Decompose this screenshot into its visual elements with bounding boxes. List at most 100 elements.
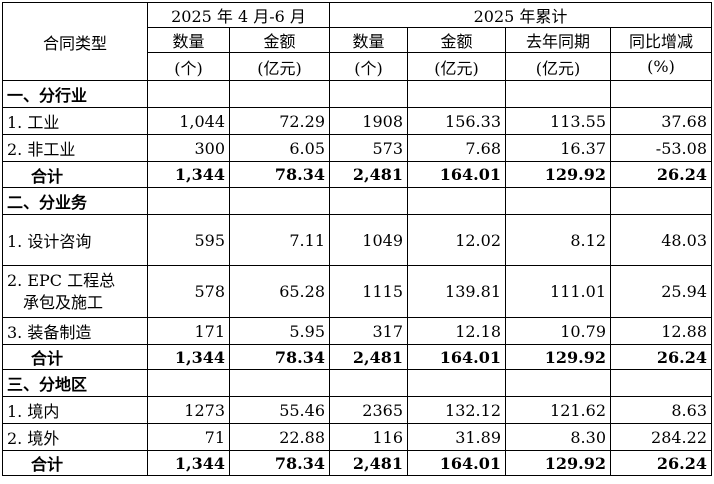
total-q2-qty: 1,344 [147,161,230,188]
header-q2-amount-unit: (亿元) [229,52,330,81]
row-label: 3. 装备制造 [2,317,148,345]
ytd-amount-cell: 31.89 [407,423,506,451]
prev-year-cell: 111.01 [505,265,611,318]
ytd-amount-cell: 139.81 [407,265,506,318]
section-title-industry: 一、分行业 [2,80,148,108]
row-label: 2. EPC 工程总 承包及施工 [2,265,148,318]
total-prev-year: 129.92 [505,161,611,188]
prev-year-cell: 8.12 [505,214,611,266]
ytd-qty-cell: 2365 [329,396,408,424]
table-row: 3. 装备制造 171 5.95 317 12.18 10.79 12.88 [2,317,712,345]
yoy-cell: 37.68 [610,107,712,135]
total-ytd-qty: 2,481 [329,344,408,370]
header-q2-qty-unit: (个) [147,52,230,81]
total-q2-amount: 78.34 [229,344,330,370]
prev-year-cell: 10.79 [505,317,611,345]
ytd-qty-cell: 317 [329,317,408,345]
prev-year-cell: 8.30 [505,423,611,451]
yoy-cell: 48.03 [610,214,712,266]
table-row: 1. 工业 1,044 72.29 1908 156.33 113.55 37.… [2,107,712,135]
ytd-amount-cell: 12.02 [407,214,506,266]
row-label: 2. 境外 [2,423,148,451]
ytd-amount-cell: 132.12 [407,396,506,424]
total-q2-amount: 78.34 [229,161,330,188]
q2-qty-cell: 1273 [147,396,230,424]
total-prev-year: 129.92 [505,344,611,370]
section-title-region: 三、分地区 [2,369,148,397]
ytd-amount-cell: 156.33 [407,107,506,135]
total-prev-year: 129.92 [505,450,611,476]
table-row: 2. EPC 工程总 承包及施工 578 65.28 1115 139.81 1… [2,265,712,318]
section-title-business: 二、分业务 [2,187,148,215]
total-ytd-qty: 2,481 [329,450,408,476]
header-q2-period: 2025 年 4 月-6 月 [147,2,330,28]
q2-amount-cell: 22.88 [229,423,330,451]
yoy-cell: 284.22 [610,423,712,451]
yoy-cell: 12.88 [610,317,712,345]
header-yoy: 同比增减 [610,27,712,53]
header-q2-qty: 数量 [147,27,230,53]
total-row: 合计 1,344 78.34 2,481 164.01 129.92 26.24 [2,450,712,476]
table-row: 2. 非工业 300 6.05 573 7.68 16.37 -53.08 [2,134,712,162]
q2-qty-cell: 595 [147,214,230,266]
header-q2-amount: 金额 [229,27,330,53]
total-ytd-amount: 164.01 [407,344,506,370]
ytd-qty-cell: 573 [329,134,408,162]
row-label: 1. 设计咨询 [2,214,148,266]
total-q2-qty: 1,344 [147,450,230,476]
header-yoy-unit: (%) [610,52,712,81]
ytd-amount-cell: 7.68 [407,134,506,162]
yoy-cell: -53.08 [610,134,712,162]
prev-year-cell: 121.62 [505,396,611,424]
q2-qty-cell: 71 [147,423,230,451]
total-label: 合计 [2,161,148,188]
q2-qty-cell: 578 [147,265,230,318]
ytd-qty-cell: 1049 [329,214,408,266]
ytd-qty-cell: 116 [329,423,408,451]
row-label: 1. 工业 [2,107,148,135]
header-ytd-period: 2025 年累计 [329,2,712,28]
total-label: 合计 [2,450,148,476]
q2-qty-cell: 1,044 [147,107,230,135]
yoy-cell: 25.94 [610,265,712,318]
ytd-qty-cell: 1908 [329,107,408,135]
prev-year-cell: 113.55 [505,107,611,135]
ytd-qty-cell: 1115 [329,265,408,318]
header-prev-year-unit: (亿元) [505,52,611,81]
row-label: 1. 境内 [2,396,148,424]
q2-qty-cell: 171 [147,317,230,345]
header-ytd-qty: 数量 [329,27,408,53]
q2-amount-cell: 7.11 [229,214,330,266]
q2-amount-cell: 6.05 [229,134,330,162]
q2-amount-cell: 65.28 [229,265,330,318]
row-label-line-2: 承包及施工 [23,292,104,312]
total-label: 合计 [2,344,148,370]
ytd-amount-cell: 12.18 [407,317,506,345]
header-ytd-qty-unit: (个) [329,52,408,81]
row-label: 2. 非工业 [2,134,148,162]
total-yoy: 26.24 [610,344,712,370]
total-q2-qty: 1,344 [147,344,230,370]
total-yoy: 26.24 [610,450,712,476]
q2-amount-cell: 55.46 [229,396,330,424]
total-ytd-amount: 164.01 [407,161,506,188]
table-row: 2. 境外 71 22.88 116 31.89 8.30 284.22 [2,423,712,451]
header-contract-type: 合同类型 [2,2,148,81]
total-q2-amount: 78.34 [229,450,330,476]
q2-qty-cell: 300 [147,134,230,162]
table-row: 1. 境内 1273 55.46 2365 132.12 121.62 8.63 [2,396,712,424]
total-yoy: 26.24 [610,161,712,188]
q2-amount-cell: 5.95 [229,317,330,345]
total-row: 合计 1,344 78.34 2,481 164.01 129.92 26.24 [2,161,712,188]
row-label-line-1: 2. EPC 工程总 [7,270,116,290]
contract-summary-table: 合同类型 2025 年 4 月-6 月 2025 年累计 数量 金额 数量 金额… [2,2,712,476]
prev-year-cell: 16.37 [505,134,611,162]
table-row: 1. 设计咨询 595 7.11 1049 12.02 8.12 48.03 [2,214,712,266]
header-prev-year: 去年同期 [505,27,611,53]
q2-amount-cell: 72.29 [229,107,330,135]
total-ytd-qty: 2,481 [329,161,408,188]
header-ytd-amount-unit: (亿元) [407,52,506,81]
yoy-cell: 8.63 [610,396,712,424]
header-ytd-amount: 金额 [407,27,506,53]
total-row: 合计 1,344 78.34 2,481 164.01 129.92 26.24 [2,344,712,370]
